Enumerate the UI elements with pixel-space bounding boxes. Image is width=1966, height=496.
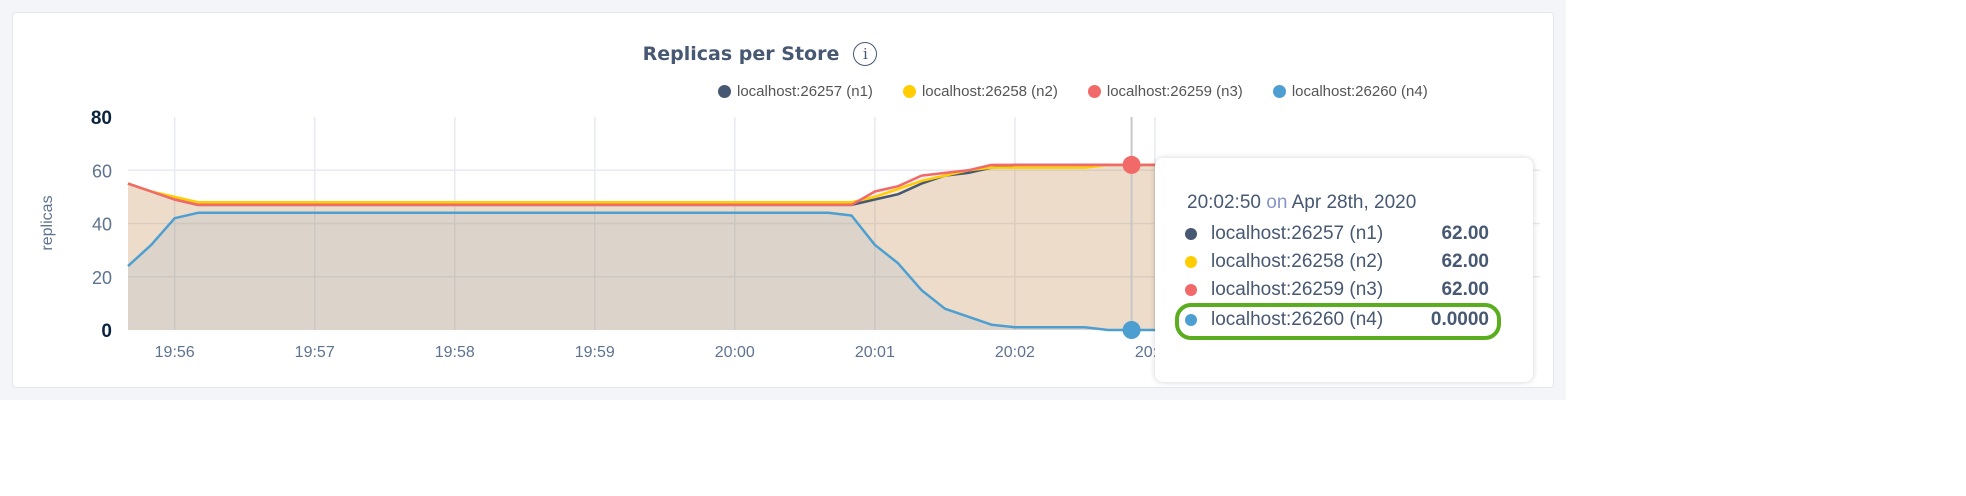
- tooltip-label: localhost:26259 (n3): [1211, 279, 1384, 300]
- tooltip-value: 0.0000: [1430, 309, 1489, 330]
- y-tick-label: 0: [101, 321, 112, 342]
- legend: localhost:26257 (n1) localhost:26258 (n2…: [718, 83, 1428, 100]
- legend-label: localhost:26257 (n1): [737, 83, 873, 100]
- x-tick-label: 19:59: [575, 344, 615, 361]
- tooltip-row: localhost:26257 (n1) 62.00: [1185, 220, 1489, 248]
- tooltip-value: 62.00: [1441, 223, 1489, 244]
- tooltip-row: localhost:26259 (n3) 62.00: [1185, 276, 1489, 304]
- y-axis-label: replicas: [39, 195, 56, 250]
- x-tick-label: 20:01: [855, 344, 895, 361]
- legend-item-n3[interactable]: localhost:26259 (n3): [1087, 83, 1243, 100]
- chart-title-row: Replicas per Store i: [0, 42, 1520, 66]
- series-dot: [1185, 284, 1197, 296]
- tooltip-on: on: [1266, 192, 1288, 213]
- series-area-n4: [128, 212, 1529, 330]
- tooltip-label: localhost:26258 (n2): [1211, 251, 1384, 272]
- tooltip-row: localhost:26260 (n4) 0.0000: [1185, 306, 1489, 334]
- tooltip-value: 62.00: [1441, 279, 1489, 300]
- tooltip: 20:02:50 on Apr 28th, 2020 localhost:262…: [1155, 158, 1533, 382]
- series-dot: [1185, 256, 1197, 268]
- tooltip-label: localhost:26257 (n1): [1211, 223, 1384, 244]
- tooltip-row: localhost:26258 (n2) 62.00: [1185, 248, 1489, 276]
- y-tick-label: 80: [91, 108, 112, 129]
- tooltip-timestamp: 20:02:50 on Apr 28th, 2020: [1187, 192, 1416, 214]
- x-tick-label: 19:56: [155, 344, 195, 361]
- x-tick-label: 19:58: [435, 344, 475, 361]
- legend-dot: [1272, 85, 1286, 98]
- info-icon[interactable]: i: [853, 42, 878, 66]
- legend-item-n2[interactable]: localhost:26258 (n2): [902, 83, 1058, 100]
- x-tick-label: 20:00: [715, 344, 755, 361]
- hover-marker-n4: [1122, 321, 1141, 339]
- legend-dot: [902, 85, 916, 98]
- legend-item-n4[interactable]: localhost:26260 (n4): [1272, 83, 1428, 100]
- hover-marker-n3: [1122, 155, 1141, 174]
- y-tick-label: 40: [92, 215, 112, 235]
- y-tick-label: 20: [92, 268, 112, 288]
- legend-label: localhost:26260 (n4): [1291, 83, 1428, 100]
- legend-label: localhost:26259 (n3): [1106, 83, 1243, 100]
- legend-dot: [1087, 85, 1101, 98]
- legend-item-n1[interactable]: localhost:26257 (n1): [718, 83, 873, 100]
- tooltip-label: localhost:26260 (n4): [1211, 309, 1384, 330]
- tooltip-date: Apr 28th, 2020: [1291, 192, 1417, 213]
- highlight-outline: [1175, 303, 1501, 340]
- legend-label: localhost:26258 (n2): [921, 83, 1058, 100]
- x-tick-label: 19:57: [295, 344, 335, 361]
- y-tick-label: 60: [92, 161, 112, 181]
- chart-title: Replicas per Store: [642, 43, 840, 65]
- x-tick-label: 20:02: [995, 344, 1035, 361]
- tooltip-value: 62.00: [1441, 251, 1489, 272]
- tooltip-time: 20:02:50: [1187, 192, 1261, 213]
- series-dot: [1185, 228, 1197, 240]
- legend-dot: [718, 85, 731, 98]
